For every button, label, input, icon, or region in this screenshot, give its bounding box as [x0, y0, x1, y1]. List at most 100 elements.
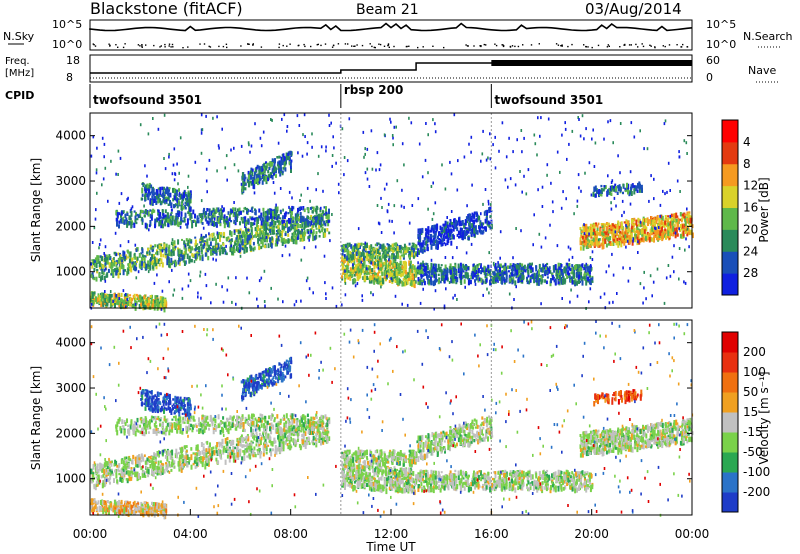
- echo-cell: [123, 219, 126, 225]
- echo-cell: [502, 265, 505, 268]
- echo-cell: [325, 215, 328, 219]
- echo-cell: [151, 253, 154, 260]
- echo-cell: [109, 262, 112, 268]
- echo-cell: [633, 185, 636, 189]
- echo-cell: [671, 220, 674, 226]
- echo-cell: [261, 232, 263, 235]
- echo-cell: [146, 251, 149, 255]
- echo-cell: [593, 228, 595, 234]
- echo-cell: [376, 255, 379, 260]
- echo-cell: [117, 258, 120, 264]
- nsearch-point: [117, 46, 119, 48]
- echo-cell: [454, 264, 457, 268]
- echo-cell: [141, 248, 144, 254]
- echo-cell: [213, 246, 216, 249]
- echo-cell: [290, 167, 292, 173]
- echo-cell: [115, 262, 118, 265]
- echo-cell: [241, 218, 244, 222]
- echo-cell: [270, 286, 272, 290]
- echo-cell: [122, 255, 125, 260]
- echo-cell: [599, 189, 602, 194]
- echo-cell: [335, 161, 337, 165]
- echo-cell: [178, 248, 181, 254]
- echo-cell: [299, 224, 302, 228]
- echo-cell: [143, 204, 145, 208]
- echo-cell: [179, 136, 182, 140]
- echo-cell: [375, 247, 378, 251]
- nsearch-point: [686, 46, 689, 48]
- echo-cell: [139, 300, 142, 303]
- echo-cell: [485, 278, 488, 283]
- echo-cell: [560, 280, 563, 285]
- echo-cell: [148, 302, 151, 307]
- echo-cell: [385, 182, 388, 186]
- echo-cell: [377, 242, 380, 245]
- echo-cell: [398, 245, 401, 251]
- echo-cell: [546, 163, 549, 167]
- echo-cell: [160, 251, 162, 258]
- echo-cell: [287, 233, 290, 237]
- nsearch-point: [354, 45, 356, 47]
- echo-cell: [280, 167, 282, 172]
- echo-cell: [290, 228, 293, 231]
- echo-cell: [146, 254, 149, 256]
- echo-cell: [461, 268, 464, 272]
- echo-cell: [173, 147, 176, 151]
- echo-cell: [241, 221, 244, 224]
- echo-cell: [189, 190, 192, 195]
- echo-cell: [409, 272, 412, 276]
- echo-cell: [141, 256, 143, 263]
- echo-cell: [125, 296, 127, 300]
- echo-cell: [609, 236, 612, 241]
- echo-cell: [109, 301, 112, 308]
- echo-cell: [131, 257, 134, 264]
- echo-cell: [180, 249, 183, 254]
- echo-cell: [146, 183, 149, 188]
- echo-cell: [524, 269, 527, 273]
- echo-cell: [580, 234, 583, 238]
- echo-cell: [287, 238, 290, 244]
- echo-cell: [277, 215, 280, 219]
- echo-cell: [275, 174, 277, 178]
- echo-cell: [664, 220, 667, 225]
- echo-cell: [488, 207, 491, 213]
- echo-cell: [612, 233, 615, 239]
- echo-cell: [341, 259, 343, 262]
- echo-cell: [196, 217, 199, 224]
- echo-cell: [452, 273, 455, 280]
- echo-cell: [96, 270, 99, 274]
- echo-cell: [583, 234, 586, 237]
- echo-cell: [292, 206, 295, 210]
- echo-cell: [217, 217, 220, 222]
- echo-cell: [234, 207, 237, 211]
- echo-cell: [272, 167, 275, 173]
- echo-cell: [251, 170, 254, 177]
- echo-cell: [196, 246, 199, 250]
- nsearch-point: [109, 45, 111, 47]
- echo-cell: [598, 241, 601, 245]
- echo-cell: [309, 216, 312, 221]
- nsearch-point: [260, 46, 263, 48]
- echo-cell: [622, 239, 625, 243]
- echo-cell: [394, 255, 397, 262]
- echo-cell: [623, 232, 626, 235]
- echo-cell: [612, 227, 615, 234]
- echo-cell: [634, 231, 637, 237]
- echo-cell: [128, 258, 131, 264]
- echo-cell: [685, 226, 688, 230]
- echo-cell: [260, 220, 263, 226]
- echo-cell: [531, 267, 534, 273]
- echo-cell: [208, 210, 211, 216]
- echo-cell: [585, 243, 588, 250]
- echo-cell: [425, 231, 428, 238]
- nave-label: Nave: [748, 64, 776, 77]
- echo-cell: [653, 222, 656, 227]
- echo-cell: [189, 248, 192, 253]
- echo-cell: [147, 193, 150, 197]
- echo-cell: [594, 185, 597, 192]
- echo-cell: [626, 182, 628, 188]
- echo-cell: [216, 115, 218, 119]
- echo-cell: [271, 229, 274, 235]
- echo-cell: [526, 280, 529, 285]
- echo-cell: [391, 134, 394, 137]
